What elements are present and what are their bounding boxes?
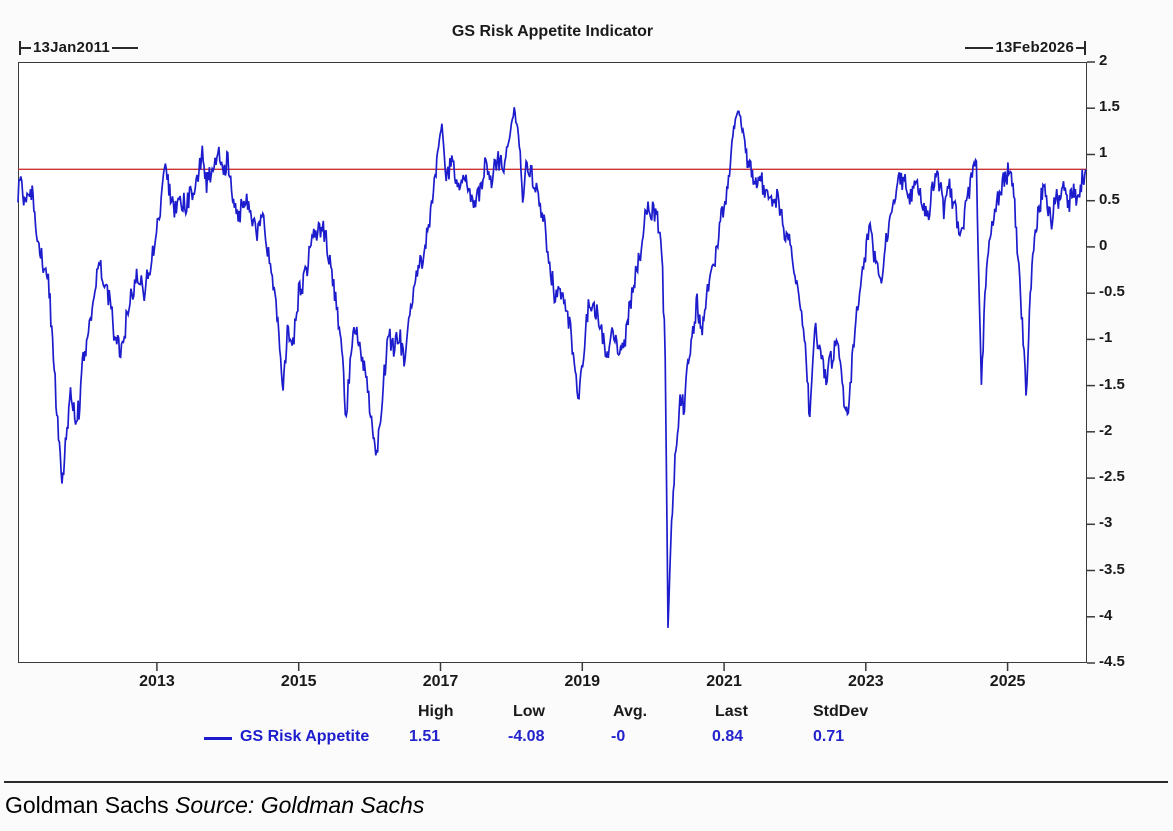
y-tick-label: -4.5 (1099, 653, 1125, 670)
stat-value-high: 1.51 (409, 728, 441, 745)
x-tick-label: 2021 (706, 673, 742, 690)
y-tick-label: 0.5 (1099, 190, 1120, 208)
x-tick-label: 2019 (564, 673, 601, 690)
y-tick-label: 0 (1099, 236, 1108, 254)
stat-header-high: High (418, 703, 454, 720)
stat-header-last: Last (715, 703, 748, 720)
chart-title: GS Risk Appetite Indicator (451, 23, 654, 40)
y-tick-label: -3.5 (1099, 560, 1125, 578)
stat-value-low: -4.08 (508, 728, 545, 745)
start-date-bracket: 13Jan2011 (19, 39, 138, 56)
y-tick-label: -1.5 (1099, 375, 1125, 393)
footer-source-value: Goldman Sachs (260, 792, 425, 818)
y-tick-label: 1 (1099, 144, 1108, 162)
stat-header-avg: Avg. (613, 703, 648, 720)
end-date-tick (1084, 40, 1086, 55)
y-tick-label: -1 (1099, 329, 1113, 347)
series-legend: GS Risk Appetite (204, 728, 369, 746)
stat-header-stddev: StdDev (813, 703, 869, 720)
start-date-dash-left (21, 46, 31, 49)
y-tick-label: -2.5 (1099, 468, 1125, 486)
start-date-dash-right (111, 46, 138, 49)
x-tick-label: 2023 (848, 673, 884, 690)
y-tick-label: -3 (1099, 514, 1113, 532)
footer-divider (4, 781, 1168, 783)
y-tick-label: -4 (1099, 606, 1113, 624)
footer-attribution: Goldman Sachs Source: Goldman Sachs (5, 792, 424, 819)
start-date-tick (19, 40, 21, 55)
end-date-dash-left (965, 46, 994, 49)
end-date-bracket: 13Feb2026 (965, 39, 1086, 56)
x-tick-label: 2015 (280, 673, 317, 690)
stat-value-last: 0.84 (712, 728, 744, 745)
start-date-label: 13Jan2011 (33, 39, 110, 56)
y-tick-label: 1.5 (1099, 98, 1120, 116)
footer-brand: Goldman Sachs (5, 792, 169, 818)
footer-source-label: Source: (175, 792, 255, 818)
stat-value-stddev: 0.71 (813, 728, 845, 745)
end-date-label: 13Feb2026 (995, 39, 1074, 56)
x-tick-label: 2013 (139, 673, 175, 690)
plot-area (18, 62, 1087, 663)
y-tick-label: -2 (1099, 421, 1113, 439)
x-tick-label: 2025 (989, 673, 1026, 690)
end-date-dash-right (1076, 46, 1084, 49)
stat-header-low: Low (513, 703, 545, 720)
x-tick-label: 2017 (422, 673, 459, 690)
y-tick-label: -0.5 (1099, 283, 1125, 301)
legend-series-label: GS Risk Appetite (240, 728, 370, 745)
legend-line-sample-icon (204, 736, 232, 740)
y-tick-label: 2 (1099, 52, 1108, 69)
stat-value-avg: -0 (611, 728, 626, 745)
